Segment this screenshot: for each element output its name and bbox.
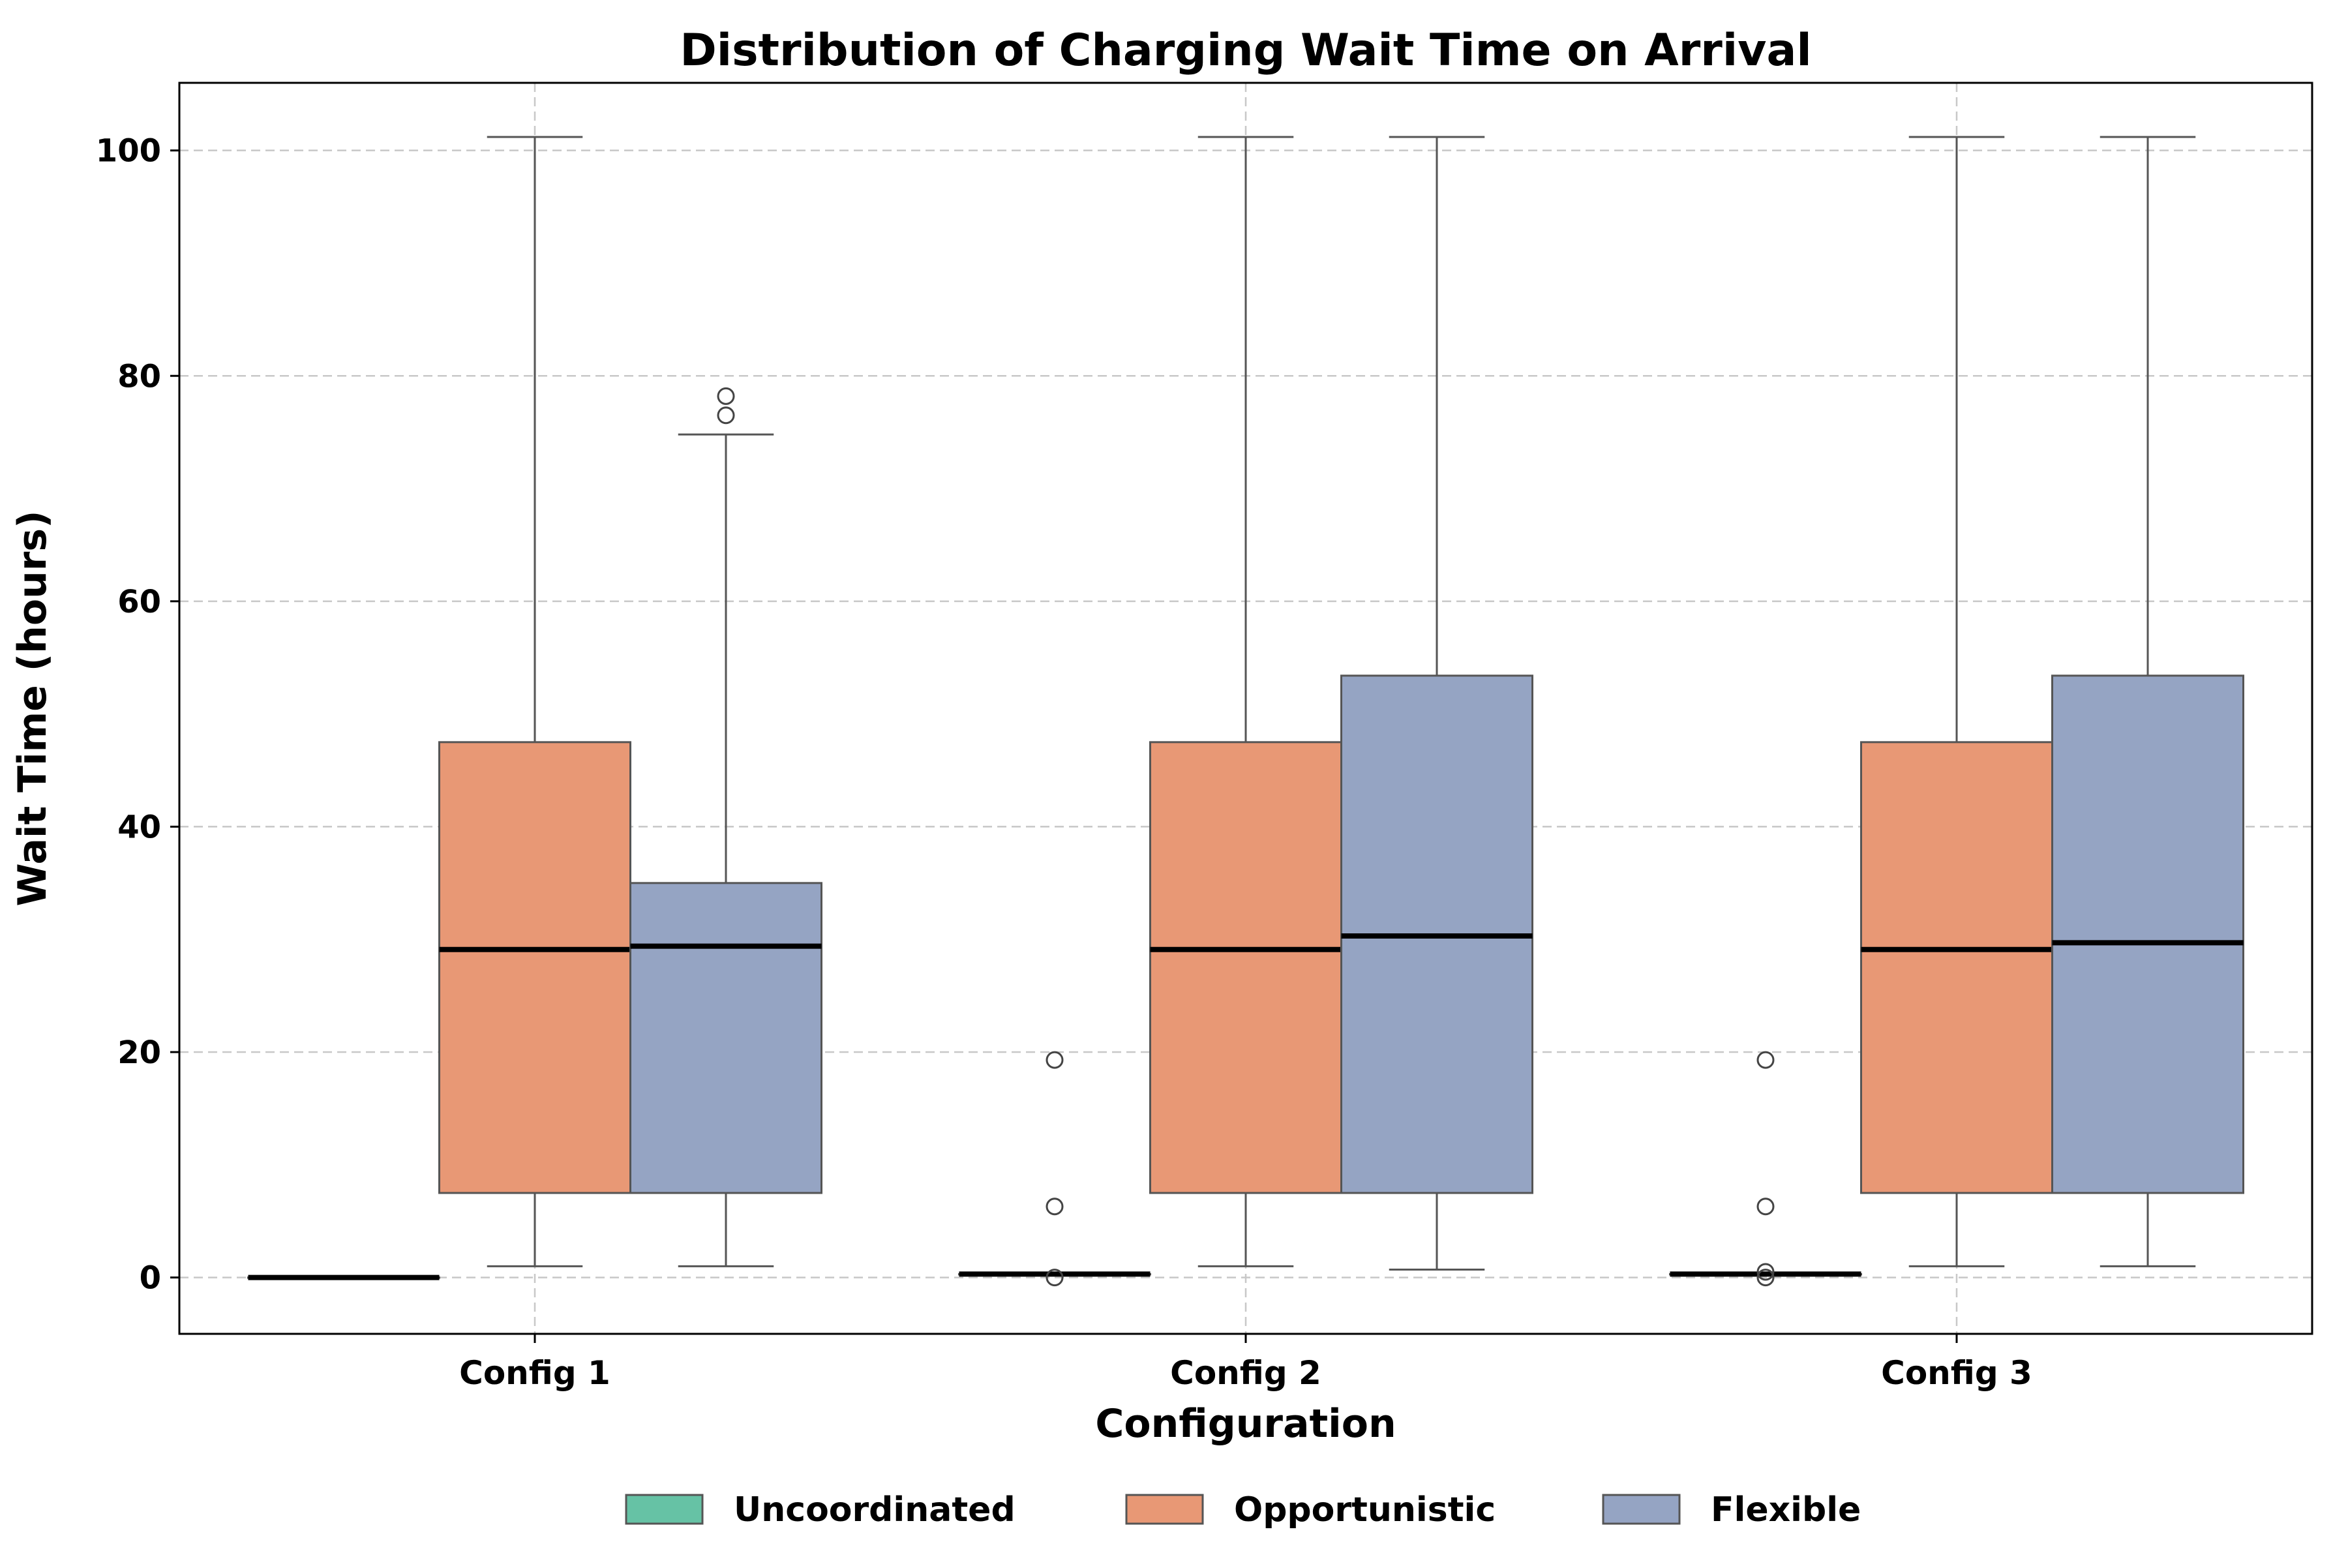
legend-item-flexible: Flexible <box>1602 1490 1861 1530</box>
box-uncoordinated-2 <box>958 1051 1151 1287</box>
legend-label: Uncoordinated <box>734 1490 1016 1530</box>
box-opportunistic-2 <box>1149 136 1342 1267</box>
legend-item-uncoordinated: Uncoordinated <box>625 1490 1016 1530</box>
x-tick-label: Config 2 <box>1170 1354 1321 1392</box>
legend-swatch <box>1125 1494 1204 1525</box>
box-layer <box>247 136 2244 1287</box>
box-flexible-2 <box>1340 136 1533 1271</box>
box-opportunistic-3 <box>1860 136 2053 1267</box>
y-tick-label: 20 <box>117 1034 161 1071</box>
outlier-point <box>717 406 735 425</box>
outlier-point <box>1756 1051 1775 1069</box>
box-flexible-3 <box>2051 136 2244 1267</box>
x-tick-label: Config 1 <box>459 1354 610 1392</box>
outlier-point <box>1756 1269 1775 1287</box>
box-flexible-1 <box>629 387 822 1267</box>
legend-swatch <box>625 1494 704 1525</box>
legend-item-opportunistic: Opportunistic <box>1125 1490 1496 1530</box>
outlier-point <box>1046 1051 1064 1069</box>
y-tick-label: 40 <box>117 809 161 845</box>
outlier-point <box>1756 1198 1775 1216</box>
x-tick-label: Config 3 <box>1881 1354 2032 1392</box>
legend-label: Flexible <box>1711 1490 1861 1530</box>
axis-layer: 0 20 40 60 80 100 Config 1 Config 2 Config 3 <box>96 133 2032 1392</box>
outlier-point <box>717 387 735 405</box>
box-body <box>1149 741 1342 1194</box>
box-body <box>438 741 631 1194</box>
outlier-point <box>1046 1198 1064 1216</box>
outlier-point <box>1756 1263 1775 1281</box>
x-axis-label: Configuration <box>1095 1401 1396 1447</box>
box-uncoordinated-3 <box>1669 1051 1862 1287</box>
legend-label: Opportunistic <box>1234 1490 1496 1530</box>
y-tick-label: 60 <box>117 584 161 620</box>
y-tick-label: 0 <box>140 1260 161 1297</box>
y-tick-label: 100 <box>96 133 161 170</box>
legend: Uncoordinated Opportunistic Flexible <box>625 1490 1861 1530</box>
y-axis-label: Wait Time (hours) <box>10 510 55 906</box>
y-tick-label: 80 <box>117 358 161 395</box>
chart-title: Distribution of Charging Wait Time on Ar… <box>680 25 1811 76</box>
outlier-point <box>1046 1269 1064 1287</box>
box-body <box>2051 674 2244 1194</box>
box-body <box>629 882 822 1194</box>
box-body <box>1860 741 2053 1194</box>
legend-swatch <box>1602 1494 1681 1525</box>
